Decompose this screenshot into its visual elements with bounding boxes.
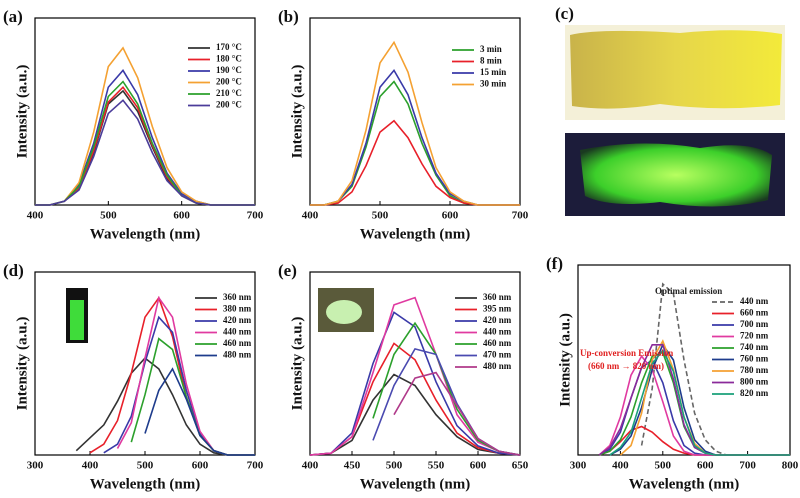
spectrum-line bbox=[310, 40, 520, 206]
legend-label: 200 °C bbox=[216, 77, 242, 87]
x-tick-label: 500 bbox=[137, 460, 154, 472]
x-axis-label: Wavelength (nm) bbox=[90, 476, 200, 492]
legend-label: 780 nm bbox=[740, 365, 769, 375]
x-tick-label: 600 bbox=[442, 210, 459, 222]
spectrum-line bbox=[609, 349, 790, 456]
spectrum-line bbox=[393, 371, 521, 456]
legend-label: 440 nm bbox=[483, 327, 512, 337]
legend-label: 440 nm bbox=[740, 296, 769, 306]
panel-label: (f) bbox=[546, 254, 563, 273]
legend-label: 460 nm bbox=[223, 338, 252, 348]
spectrum-line bbox=[35, 99, 255, 206]
annotation: (660 nm → 820 nm) bbox=[588, 361, 664, 371]
legend-label: 380 nm bbox=[223, 304, 252, 314]
plot-frame bbox=[34, 17, 256, 206]
x-axis-label: Wavelength (nm) bbox=[90, 226, 200, 242]
spectrum-line bbox=[75, 357, 255, 456]
legend-label: 200 °C bbox=[216, 100, 242, 110]
x-tick-label: 400 bbox=[82, 460, 99, 472]
y-axis-label: Intensity (a.u.) bbox=[289, 317, 305, 411]
y-axis-label: Intensity (a.u.) bbox=[14, 317, 30, 411]
x-axis-label: Wavelength (nm) bbox=[360, 476, 470, 492]
spectrum-line bbox=[310, 69, 520, 206]
legend-label: 700 nm bbox=[740, 319, 769, 329]
legend-label: 360 nm bbox=[483, 292, 512, 302]
x-tick-label: 500 bbox=[372, 210, 389, 222]
x-tick-label: 700 bbox=[247, 460, 264, 472]
plot-frame bbox=[577, 264, 791, 456]
panel-label: (e) bbox=[278, 261, 297, 280]
x-tick-label: 400 bbox=[27, 210, 44, 222]
x-tick-label: 600 bbox=[192, 460, 209, 472]
x-tick-label: 400 bbox=[302, 210, 319, 222]
legend-label: 15 min bbox=[480, 67, 506, 77]
x-tick-label: 650 bbox=[512, 460, 529, 472]
inset-glow bbox=[326, 300, 362, 324]
spectrum-line bbox=[309, 311, 521, 456]
legend-label: 480 nm bbox=[483, 361, 512, 371]
panel-label: (a) bbox=[3, 7, 23, 26]
x-tick-label: 400 bbox=[302, 460, 319, 472]
panel-label: (d) bbox=[3, 261, 24, 280]
legend-label: 420 nm bbox=[483, 315, 512, 325]
legend-label: 480 nm bbox=[223, 350, 252, 360]
legend-label: 8 min bbox=[480, 56, 502, 66]
x-tick-label: 400 bbox=[612, 460, 629, 472]
legend-label: 3 min bbox=[480, 44, 502, 54]
x-tick-label: 600 bbox=[173, 210, 190, 222]
legend-label: 470 nm bbox=[483, 350, 512, 360]
legend-label: 170 °C bbox=[216, 42, 242, 52]
legend-label: 210 °C bbox=[216, 88, 242, 98]
panel-label: (b) bbox=[278, 7, 299, 26]
x-tick-label: 300 bbox=[570, 460, 587, 472]
x-tick-label: 600 bbox=[470, 460, 487, 472]
y-axis-label: Intensity (a.u.) bbox=[289, 65, 305, 159]
legend-label: 740 nm bbox=[740, 342, 769, 352]
annotation: Up-conversion Emission bbox=[580, 348, 673, 358]
legend-label: 660 nm bbox=[740, 308, 769, 318]
x-tick-label: 450 bbox=[344, 460, 361, 472]
x-tick-label: 600 bbox=[697, 460, 714, 472]
annotation: Optimal emission bbox=[655, 286, 722, 296]
legend-label: 395 nm bbox=[483, 304, 512, 314]
legend-label: 190 °C bbox=[216, 65, 242, 75]
legend-label: 820 nm bbox=[740, 388, 769, 398]
x-tick-label: 700 bbox=[512, 210, 529, 222]
x-tick-label: 800 bbox=[782, 460, 799, 472]
legend-label: 360 nm bbox=[223, 292, 252, 302]
plot-frame bbox=[309, 17, 521, 206]
x-tick-label: 500 bbox=[100, 210, 117, 222]
spectrum-line bbox=[310, 119, 520, 206]
legend-label: 420 nm bbox=[223, 315, 252, 325]
legend-label: 800 nm bbox=[740, 377, 769, 387]
x-tick-label: 500 bbox=[655, 460, 672, 472]
legend-label: 180 °C bbox=[216, 54, 242, 64]
photo-glowing-film bbox=[580, 143, 772, 207]
legend-label: 30 min bbox=[480, 79, 506, 89]
spectrum-line bbox=[309, 296, 521, 456]
x-tick-label: 550 bbox=[428, 460, 445, 472]
spectrum-line bbox=[309, 373, 521, 456]
y-axis-label: Intensity (a.u.) bbox=[557, 313, 573, 407]
x-tick-label: 700 bbox=[247, 210, 264, 222]
legend-label: 720 nm bbox=[740, 331, 769, 341]
x-axis-label: Wavelength (nm) bbox=[629, 476, 739, 492]
inset-vial-liquid bbox=[70, 300, 84, 340]
x-tick-label: 700 bbox=[739, 460, 756, 472]
legend-label: 760 nm bbox=[740, 354, 769, 364]
legend-label: 440 nm bbox=[223, 327, 252, 337]
y-axis-label: Intensity (a.u.) bbox=[14, 65, 30, 159]
x-axis-label: Wavelength (nm) bbox=[360, 226, 470, 242]
spectrum-line bbox=[144, 367, 255, 456]
x-tick-label: 500 bbox=[386, 460, 403, 472]
plot-frame bbox=[309, 271, 521, 456]
x-tick-label: 300 bbox=[27, 460, 44, 472]
photo-yellow-film bbox=[570, 30, 782, 109]
panel-label: (c) bbox=[555, 4, 574, 23]
legend-label: 460 nm bbox=[483, 338, 512, 348]
